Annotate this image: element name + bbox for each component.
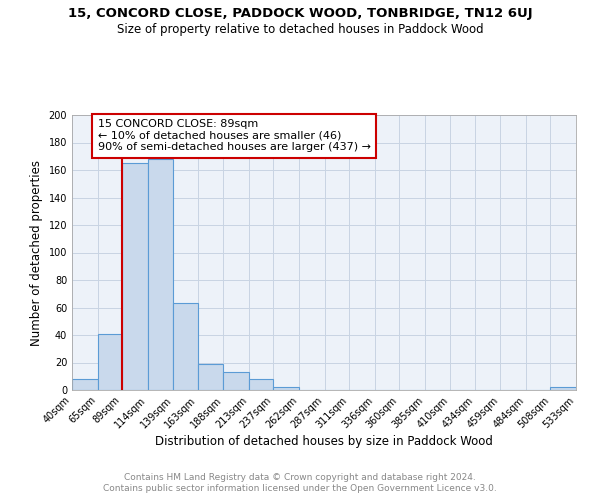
Bar xyxy=(550,387,576,390)
Text: 15 CONCORD CLOSE: 89sqm
← 10% of detached houses are smaller (46)
90% of semi-de: 15 CONCORD CLOSE: 89sqm ← 10% of detache… xyxy=(98,119,371,152)
Bar xyxy=(249,379,274,390)
Text: Size of property relative to detached houses in Paddock Wood: Size of property relative to detached ho… xyxy=(116,22,484,36)
Bar xyxy=(173,304,198,390)
Bar xyxy=(274,387,299,390)
Bar xyxy=(122,163,148,390)
Bar xyxy=(98,334,122,390)
Bar xyxy=(223,372,249,390)
Text: 15, CONCORD CLOSE, PADDOCK WOOD, TONBRIDGE, TN12 6UJ: 15, CONCORD CLOSE, PADDOCK WOOD, TONBRID… xyxy=(68,8,532,20)
Bar xyxy=(148,159,173,390)
Y-axis label: Number of detached properties: Number of detached properties xyxy=(30,160,43,346)
Text: Distribution of detached houses by size in Paddock Wood: Distribution of detached houses by size … xyxy=(155,435,493,448)
Bar xyxy=(72,379,98,390)
Text: Contains HM Land Registry data © Crown copyright and database right 2024.: Contains HM Land Registry data © Crown c… xyxy=(124,472,476,482)
Text: Contains public sector information licensed under the Open Government Licence v3: Contains public sector information licen… xyxy=(103,484,497,493)
Bar xyxy=(198,364,223,390)
